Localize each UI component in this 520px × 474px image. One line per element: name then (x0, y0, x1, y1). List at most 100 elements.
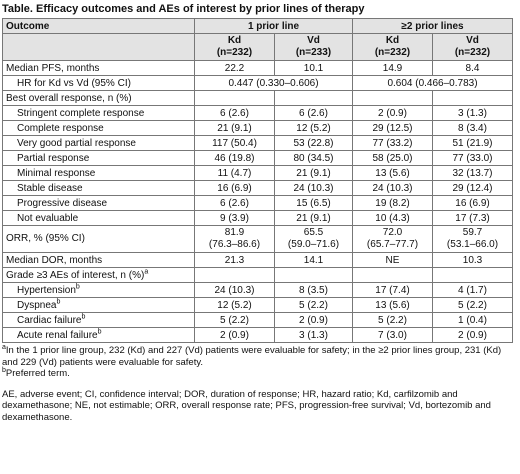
row-label: Not evaluable (2, 210, 195, 226)
row-label: Minimal response (2, 165, 195, 181)
row-label: Stable disease (2, 180, 195, 196)
cell: 10.1 (274, 60, 353, 76)
cell: 16 (6.9) (432, 195, 513, 211)
kd2-header: Kd (n=232) (352, 33, 433, 61)
dor-row: Median DOR, months 21.3 14.1 NE 10.3 (2, 252, 513, 268)
cell (432, 267, 513, 283)
vd1-header: Vd (n=233) (274, 33, 353, 61)
cell: 1 (0.4) (432, 312, 513, 328)
cell: 32 (13.7) (432, 165, 513, 181)
cell: 117 (50.4) (194, 135, 275, 151)
row-label: HR for Kd vs Vd (95% CI) (2, 75, 195, 91)
cell: 24 (10.3) (274, 180, 353, 196)
cell: 10.3 (432, 252, 513, 268)
cell: 72.0 (65.7–77.7) (352, 225, 433, 253)
cell: 22.2 (194, 60, 275, 76)
cell: 13 (5.6) (352, 297, 433, 313)
cell: 9 (3.9) (194, 210, 275, 226)
cell: 8.4 (432, 60, 513, 76)
cell: 58 (25.0) (352, 150, 433, 166)
cell: NE (352, 252, 433, 268)
row-label: Partial response (2, 150, 195, 166)
cell: 3 (1.3) (274, 327, 353, 343)
cell: 5 (2.2) (194, 312, 275, 328)
cell: 21 (9.1) (194, 120, 275, 136)
cell: 3 (1.3) (432, 105, 513, 121)
cell: 19 (8.2) (352, 195, 433, 211)
document: Table. Efficacy outcomes and AEs of inte… (2, 2, 516, 423)
table-row: Cardiac failureb 5 (2.2) 2 (0.9) 5 (2.2) 1 (… (2, 312, 513, 328)
cell: 77 (33.2) (352, 135, 433, 151)
cell: 65.5 (59.0–71.6) (274, 225, 353, 253)
cell: 6 (2.6) (194, 105, 275, 121)
cell: 24 (10.3) (352, 180, 433, 196)
table-row: Acute renal failureb 2 (0.9) 3 (1.3) 7 (3.0… (2, 327, 513, 343)
table-row: Dyspneab 12 (5.2) 5 (2.2) 13 (5.6) 5 (2.2) (2, 297, 513, 313)
cell: 21 (9.1) (274, 165, 353, 181)
table-row: Stringent complete response 6 (2.6) 6 (2.6… (2, 105, 513, 121)
subheader-row: Kd (n=232) Vd (n=233) Kd (n=232) Vd (n=232) (2, 33, 513, 61)
cell: 77 (33.0) (432, 150, 513, 166)
cell: 5 (2.2) (274, 297, 353, 313)
cell: 29 (12.4) (432, 180, 513, 196)
table-row: Hypertensionb 24 (10.3) 8 (3.5) 17 (7.4) 4 (… (2, 282, 513, 298)
row-label: Acute renal failureb (2, 327, 195, 343)
cell: 0.447 (0.330–0.606) (194, 75, 353, 91)
cell: 15 (6.5) (274, 195, 353, 211)
cell: 12 (5.2) (194, 297, 275, 313)
row-label: Best overall response, n (%) (2, 90, 195, 106)
cell: 4 (1.7) (432, 282, 513, 298)
table-row: Stable disease 16 (6.9) 24 (10.3) 24 (10.3)… (2, 180, 513, 196)
cell: 24 (10.3) (194, 282, 275, 298)
cell: 80 (34.5) (274, 150, 353, 166)
cell: 10 (4.3) (352, 210, 433, 226)
cell: 46 (19.8) (194, 150, 275, 166)
table-row: Progressive disease 6 (2.6) 15 (6.5) 19 (8.… (2, 195, 513, 211)
cell: 59.7 (53.1–66.0) (432, 225, 513, 253)
outcome-header: Outcome (2, 18, 195, 34)
footnote-a: aIn the 1 prior line group, 232 (Kd) and… (2, 343, 502, 368)
table-row: Very good partial response 117 (50.4) 53 (… (2, 135, 513, 151)
row-label: Stringent complete response (2, 105, 195, 121)
cell: 5 (2.2) (432, 297, 513, 313)
table-row: Partial response 46 (19.8) 80 (34.5) 58 (25… (2, 150, 513, 166)
cell (274, 267, 353, 283)
cell: 13 (5.6) (352, 165, 433, 181)
cell: 17 (7.4) (352, 282, 433, 298)
cell: 8 (3.5) (274, 282, 353, 298)
table-row: Minimal response 11 (4.7) 21 (9.1) 13 (5.6)… (2, 165, 513, 181)
hr-row: HR for Kd vs Vd (95% CI) 0.447 (0.330–0.… (2, 75, 513, 91)
row-label: Complete response (2, 120, 195, 136)
row-label: Progressive disease (2, 195, 195, 211)
row-label: Median PFS, months (2, 60, 195, 76)
cell: 11 (4.7) (194, 165, 275, 181)
ae-rows: Hypertensionb 24 (10.3) 8 (3.5) 17 (7.4) 4 (… (2, 282, 513, 343)
cell: 12 (5.2) (274, 120, 353, 136)
cell: 16 (6.9) (194, 180, 275, 196)
pfs-row: Median PFS, months 22.2 10.1 14.9 8.4 (2, 60, 513, 76)
footnote-b: bPreferred term. (2, 366, 70, 379)
cell: 21 (9.1) (274, 210, 353, 226)
cell: 17 (7.3) (432, 210, 513, 226)
cell (194, 90, 275, 106)
subheader-blank (2, 33, 195, 61)
row-label: Dyspneab (2, 297, 195, 313)
vd2-header: Vd (n=232) (432, 33, 513, 61)
ae-label-row: Grade ≥3 AEs of interest, n (%)a (2, 267, 513, 283)
efficacy-table: Outcome 1 prior line ≥2 prior lines Kd (n… (2, 18, 513, 343)
cell: 2 (0.9) (274, 312, 353, 328)
cell: 5 (2.2) (352, 312, 433, 328)
row-label: ORR, % (95% CI) (2, 225, 195, 253)
cell (194, 267, 275, 283)
cell (352, 267, 433, 283)
cell (274, 90, 353, 106)
table-row: Complete response 21 (9.1) 12 (5.2) 29 (12.… (2, 120, 513, 136)
cell (352, 90, 433, 106)
cell: 6 (2.6) (194, 195, 275, 211)
cell: 14.9 (352, 60, 433, 76)
header-row: Outcome 1 prior line ≥2 prior lines (2, 18, 513, 34)
row-label: Hypertensionb (2, 282, 195, 298)
response-rows: Stringent complete response 6 (2.6) 6 (2.6… (2, 105, 513, 226)
cell: 51 (21.9) (432, 135, 513, 151)
abbreviations: AE, adverse event; CI, confidence interv… (2, 388, 491, 423)
